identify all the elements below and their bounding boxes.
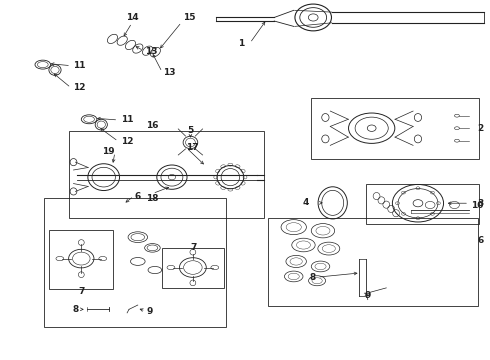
Text: 12: 12 [121,137,133,146]
Text: 13: 13 [145,47,158,56]
Text: 9: 9 [365,291,371,300]
Text: 11: 11 [74,61,86,70]
Text: 19: 19 [102,147,115,156]
Text: 7: 7 [78,287,84,296]
Text: 11: 11 [121,116,133,125]
Text: 17: 17 [186,143,198,152]
Text: 2: 2 [477,124,484,133]
Text: 8: 8 [309,273,316,282]
Text: 3: 3 [477,199,484,208]
Text: 6: 6 [135,192,141,201]
Text: 8: 8 [72,305,78,314]
Text: 9: 9 [147,307,153,316]
Text: 4: 4 [303,198,309,207]
Text: 16: 16 [146,121,159,130]
Text: 15: 15 [183,13,195,22]
Text: 14: 14 [125,13,138,22]
Text: 18: 18 [146,194,159,203]
Text: 10: 10 [471,201,484,210]
Text: 13: 13 [163,68,175,77]
Text: 12: 12 [74,83,86,92]
Text: 1: 1 [238,39,244,48]
Text: 7: 7 [191,243,197,252]
Text: 6: 6 [477,236,484,245]
Text: 5: 5 [187,126,194,135]
